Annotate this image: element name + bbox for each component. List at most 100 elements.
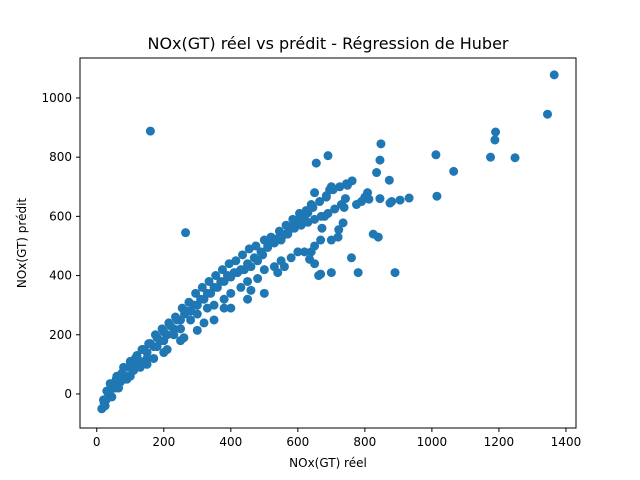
- data-point: [431, 150, 441, 160]
- data-point: [364, 194, 374, 204]
- y-tick-label: 600: [49, 209, 72, 223]
- data-point: [273, 268, 283, 278]
- data-point: [333, 232, 343, 242]
- y-tick-label: 400: [49, 269, 72, 283]
- data-point: [246, 285, 256, 295]
- data-point: [197, 282, 207, 292]
- chart-title: NOx(GT) réel vs prédit - Régression de H…: [147, 34, 508, 53]
- data-point: [295, 208, 305, 218]
- data-point: [281, 220, 291, 230]
- data-point: [157, 324, 167, 334]
- y-tick-label: 0: [64, 387, 72, 401]
- data-point: [543, 109, 553, 119]
- data-point: [336, 200, 346, 210]
- data-point: [315, 197, 325, 207]
- data-point: [385, 198, 395, 208]
- data-point: [372, 168, 382, 178]
- data-point: [238, 250, 248, 260]
- data-points: [97, 70, 559, 414]
- data-point: [150, 330, 160, 340]
- data-point: [335, 182, 345, 192]
- data-point: [236, 265, 246, 275]
- data-point: [191, 288, 201, 298]
- data-point: [199, 318, 209, 328]
- data-point: [486, 152, 496, 162]
- data-point: [316, 269, 326, 279]
- data-point: [259, 288, 269, 298]
- data-point: [490, 135, 500, 145]
- data-point: [510, 153, 520, 163]
- data-point: [549, 70, 559, 80]
- data-point: [334, 225, 344, 235]
- data-point: [384, 175, 394, 185]
- x-tick-label: 400: [219, 435, 242, 449]
- x-axis-label: NOx(GT) réel: [289, 456, 367, 470]
- data-point: [211, 271, 221, 281]
- data-point: [321, 191, 331, 201]
- data-point: [226, 303, 236, 313]
- data-point: [130, 353, 140, 363]
- data-point: [192, 309, 202, 319]
- data-point: [184, 297, 194, 307]
- data-point: [316, 211, 326, 221]
- plot-frame: [79, 57, 577, 429]
- data-point: [226, 288, 236, 298]
- data-point: [375, 194, 385, 204]
- data-point: [253, 274, 263, 284]
- data-point: [373, 232, 383, 242]
- data-point: [256, 247, 266, 257]
- data-point: [323, 151, 333, 161]
- data-point: [276, 235, 286, 245]
- data-point: [338, 218, 348, 228]
- data-point: [310, 188, 320, 198]
- data-point: [202, 303, 212, 313]
- data-point: [310, 214, 320, 224]
- data-point: [144, 339, 154, 349]
- y-axis: 0 200 400 600 800 1000: [41, 91, 80, 401]
- data-point: [310, 241, 320, 251]
- x-axis: 0 200 400 600 800 1000 1200 1400: [93, 428, 581, 449]
- data-point: [244, 244, 254, 254]
- data-point: [289, 223, 299, 233]
- y-tick-label: 800: [49, 150, 72, 164]
- data-point: [236, 282, 246, 292]
- data-point: [376, 139, 386, 149]
- x-tick-label: 1000: [417, 435, 448, 449]
- data-point: [316, 235, 326, 245]
- data-point: [176, 324, 186, 334]
- data-point: [192, 325, 202, 335]
- data-point: [491, 127, 501, 137]
- x-tick-label: 1400: [551, 435, 582, 449]
- data-point: [243, 259, 253, 269]
- x-tick-label: 1200: [484, 435, 515, 449]
- data-point: [323, 208, 333, 218]
- data-point: [243, 276, 253, 286]
- data-point: [326, 268, 336, 278]
- data-point: [449, 166, 459, 176]
- data-point: [177, 303, 187, 313]
- data-point: [224, 259, 234, 269]
- data-point: [259, 265, 269, 275]
- data-point: [311, 158, 321, 168]
- data-point: [353, 268, 363, 278]
- data-point: [217, 265, 227, 275]
- data-point: [204, 276, 214, 286]
- data-point: [276, 256, 286, 266]
- data-point: [243, 294, 253, 304]
- data-point: [142, 359, 152, 369]
- data-point: [432, 191, 442, 201]
- data-point: [249, 253, 259, 263]
- data-point: [179, 333, 189, 343]
- y-axis-label: NOx(GT) prédit: [15, 198, 29, 289]
- data-point: [288, 214, 298, 224]
- data-point: [300, 247, 310, 257]
- data-point: [296, 220, 306, 230]
- data-point: [101, 395, 111, 405]
- y-tick-label: 1000: [41, 91, 72, 105]
- data-point: [274, 226, 284, 236]
- data-point: [283, 229, 293, 239]
- data-point: [202, 288, 212, 298]
- data-point: [209, 282, 219, 292]
- data-point: [259, 235, 269, 245]
